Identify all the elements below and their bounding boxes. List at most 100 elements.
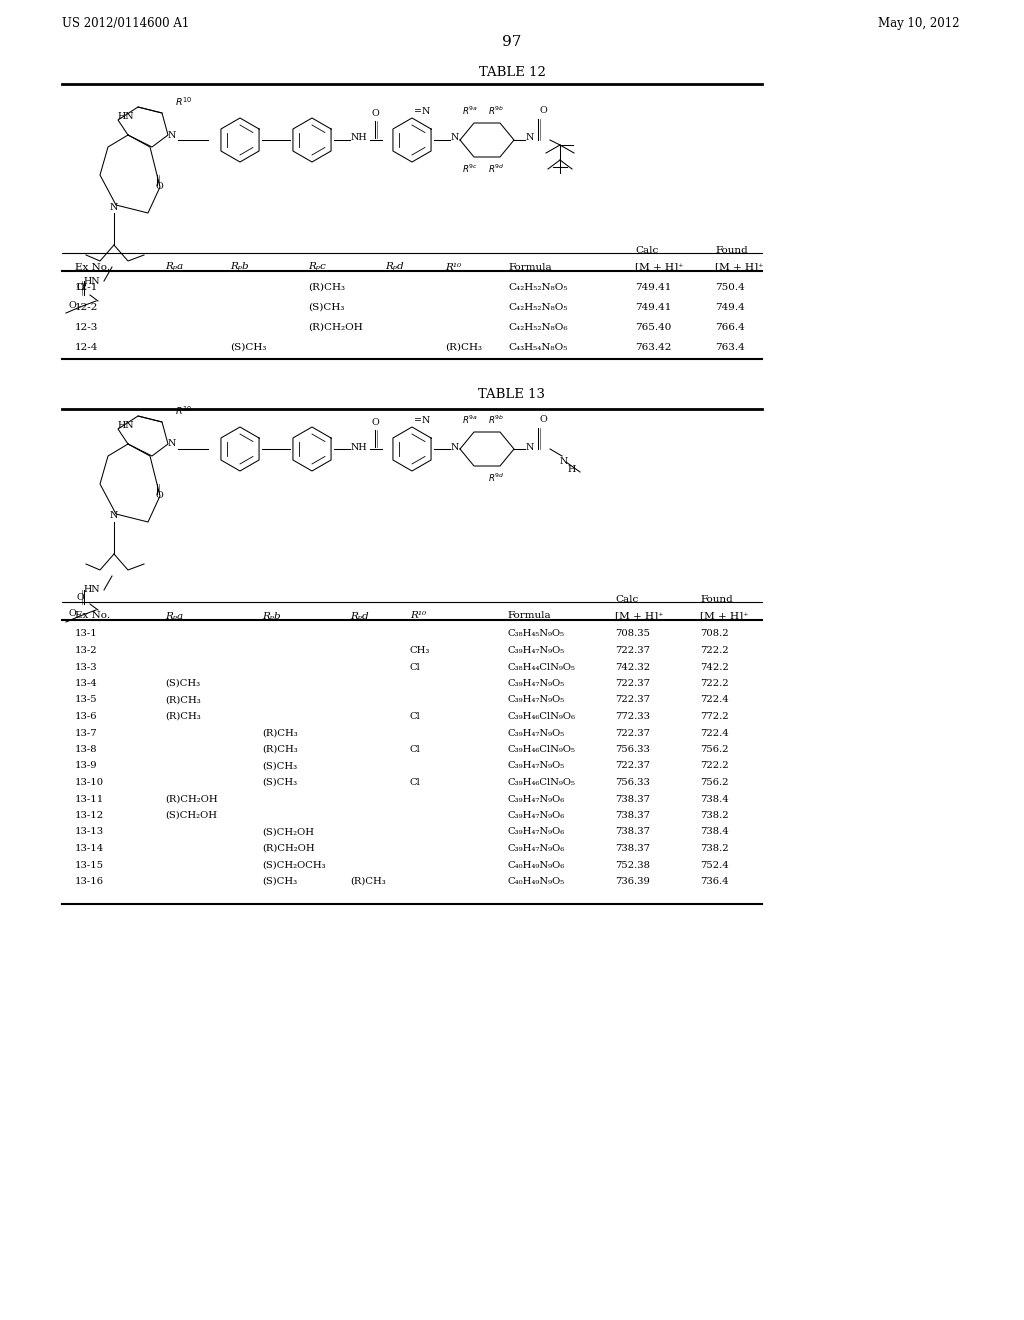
Text: [M + H]⁺: [M + H]⁺ (700, 611, 749, 620)
Text: $R^{9a}$: $R^{9a}$ (462, 104, 478, 117)
Text: Rₚc: Rₚc (308, 263, 326, 272)
Text: C₃₉H₄₇N₉O₆: C₃₉H₄₇N₉O₆ (507, 810, 564, 820)
Text: Rₚa: Rₚa (165, 611, 183, 620)
Text: 772.2: 772.2 (700, 711, 729, 721)
Text: HN: HN (118, 112, 134, 121)
Text: C₃₉H₄₆ClN₉O₅: C₃₉H₄₆ClN₉O₅ (507, 744, 574, 754)
Text: 13-5: 13-5 (75, 696, 97, 705)
Text: (R)CH₃: (R)CH₃ (262, 729, 298, 738)
Text: 708.2: 708.2 (700, 630, 729, 639)
Text: 749.4: 749.4 (715, 302, 744, 312)
Text: O: O (371, 110, 379, 117)
Text: 13-11: 13-11 (75, 795, 104, 804)
Text: 738.4: 738.4 (700, 795, 729, 804)
Text: 12-3: 12-3 (75, 322, 98, 331)
Text: 722.4: 722.4 (700, 729, 729, 738)
Text: HN: HN (118, 421, 134, 430)
Text: C₃₉H₄₇N₉O₆: C₃₉H₄₇N₉O₆ (507, 828, 564, 837)
Text: 13-13: 13-13 (75, 828, 104, 837)
Text: Cl: Cl (410, 711, 421, 721)
Text: (S)CH₃: (S)CH₃ (308, 302, 344, 312)
Text: Rₚd: Rₚd (350, 611, 369, 620)
Text: N: N (168, 440, 176, 449)
Text: O: O (69, 301, 76, 309)
Text: 742.2: 742.2 (700, 663, 729, 672)
Text: (S)CH₃: (S)CH₃ (230, 342, 266, 351)
Text: 766.4: 766.4 (715, 322, 744, 331)
Text: 13-12: 13-12 (75, 810, 104, 820)
Text: 738.2: 738.2 (700, 843, 729, 853)
Text: 13-16: 13-16 (75, 876, 104, 886)
Text: (R)CH₃: (R)CH₃ (308, 282, 345, 292)
Text: 742.32: 742.32 (615, 663, 650, 672)
Text: CH₃: CH₃ (410, 645, 430, 655)
Text: 722.37: 722.37 (615, 645, 650, 655)
Text: 722.2: 722.2 (700, 678, 729, 688)
Text: C₄₂H₅₂N₈O₅: C₄₂H₅₂N₈O₅ (508, 282, 567, 292)
Text: Rₚa: Rₚa (165, 263, 183, 272)
Text: N: N (560, 457, 568, 466)
Text: 13-2: 13-2 (75, 645, 97, 655)
Text: N: N (526, 133, 535, 143)
Text: 13-14: 13-14 (75, 843, 104, 853)
Text: R¹⁰: R¹⁰ (445, 263, 461, 272)
Text: 738.37: 738.37 (615, 828, 650, 837)
Text: C₃₉H₄₇N₉O₅: C₃₉H₄₇N₉O₅ (507, 696, 564, 705)
Text: C₃₉H₄₇N₉O₆: C₃₉H₄₇N₉O₆ (507, 795, 564, 804)
Text: 722.37: 722.37 (615, 696, 650, 705)
Text: C₃₉H₄₆ClN₉O₆: C₃₉H₄₆ClN₉O₆ (507, 711, 575, 721)
Text: May 10, 2012: May 10, 2012 (879, 16, 961, 29)
Text: N: N (110, 202, 118, 211)
Text: C₄₀H₄₉N₉O₆: C₄₀H₄₉N₉O₆ (507, 861, 564, 870)
Text: 738.2: 738.2 (700, 810, 729, 820)
Text: $R^{10}$: $R^{10}$ (175, 404, 193, 417)
Text: [M + H]⁺: [M + H]⁺ (635, 263, 684, 272)
Text: HN: HN (83, 586, 100, 594)
Text: Rₚd: Rₚd (385, 263, 403, 272)
Text: 13-9: 13-9 (75, 762, 97, 771)
Text: Ex No.: Ex No. (75, 611, 111, 620)
Text: (S)CH₃: (S)CH₃ (262, 876, 297, 886)
Text: 752.4: 752.4 (700, 861, 729, 870)
Text: 722.37: 722.37 (615, 762, 650, 771)
Text: C₃₈H₄₄ClN₉O₅: C₃₈H₄₄ClN₉O₅ (507, 663, 574, 672)
Text: HN: HN (83, 276, 100, 285)
Text: [M + H]⁺: [M + H]⁺ (715, 263, 764, 272)
Text: $R^{10}$: $R^{10}$ (175, 95, 193, 108)
Text: =N: =N (414, 416, 430, 425)
Text: 722.37: 722.37 (615, 729, 650, 738)
Text: C₄₂H₅₂N₈O₅: C₄₂H₅₂N₈O₅ (508, 302, 567, 312)
Text: 13-3: 13-3 (75, 663, 97, 672)
Text: 722.2: 722.2 (700, 762, 729, 771)
Text: 708.35: 708.35 (615, 630, 650, 639)
Text: N: N (110, 511, 118, 520)
Text: (R)CH₃: (R)CH₃ (262, 744, 298, 754)
Text: 756.33: 756.33 (615, 777, 650, 787)
Text: 738.37: 738.37 (615, 795, 650, 804)
Text: Calc: Calc (635, 246, 658, 255)
Text: (S)CH₂OH: (S)CH₂OH (262, 828, 314, 837)
Text: C₃₉H₄₇N₉O₆: C₃₉H₄₇N₉O₆ (507, 843, 564, 853)
Text: (R)CH₃: (R)CH₃ (165, 696, 201, 705)
Text: C₃₉H₄₇N₉O₅: C₃₉H₄₇N₉O₅ (507, 645, 564, 655)
Text: 722.2: 722.2 (700, 645, 729, 655)
Text: (R)CH₃: (R)CH₃ (350, 876, 386, 886)
Text: N: N (451, 442, 460, 451)
Text: Cl: Cl (410, 744, 421, 754)
Text: C₄₃H₅₄N₈O₅: C₄₃H₅₄N₈O₅ (508, 342, 567, 351)
Text: $R^{9a}$: $R^{9a}$ (462, 413, 478, 426)
Text: C₃₉H₄₇N₉O₅: C₃₉H₄₇N₉O₅ (507, 762, 564, 771)
Text: $R^{9d}$: $R^{9d}$ (487, 473, 504, 484)
Text: $R^{9c}$: $R^{9c}$ (462, 162, 478, 176)
Text: R¹⁰: R¹⁰ (410, 611, 426, 620)
Text: TABLE 13: TABLE 13 (478, 388, 546, 400)
Text: [M + H]⁺: [M + H]⁺ (615, 611, 664, 620)
Text: 738.4: 738.4 (700, 828, 729, 837)
Text: 756.2: 756.2 (700, 744, 728, 754)
Text: (R)CH₃: (R)CH₃ (165, 711, 201, 721)
Text: 736.4: 736.4 (700, 876, 729, 886)
Text: N: N (451, 133, 460, 143)
Text: $R^{9b}$: $R^{9b}$ (487, 413, 504, 426)
Text: O: O (155, 491, 163, 500)
Text: 12-4: 12-4 (75, 342, 98, 351)
